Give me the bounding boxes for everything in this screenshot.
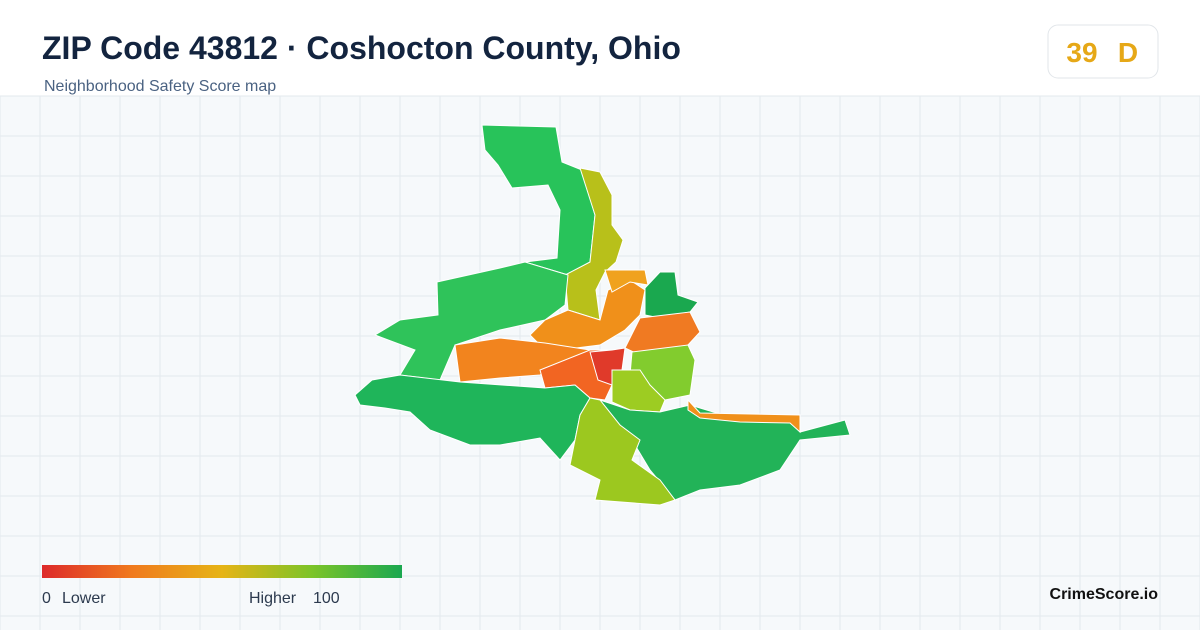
legend-max: 100	[313, 590, 340, 607]
score-badge	[1047, 24, 1159, 79]
legend-min-label: Lower	[62, 590, 106, 607]
region	[564, 167, 624, 321]
region	[598, 398, 851, 501]
brand: CrimeScore.io	[1050, 586, 1159, 603]
header-bg	[0, 0, 1200, 96]
region	[611, 369, 666, 413]
legend-max-label: Higher	[249, 590, 297, 607]
region	[644, 271, 699, 319]
score-value: 39	[1066, 37, 1097, 68]
legend-bar	[42, 565, 402, 578]
grid	[0, 95, 1200, 630]
region	[529, 279, 646, 351]
region	[687, 398, 801, 434]
subtitle: Neighborhood Safety Score map	[44, 78, 276, 95]
title: ZIP Code 43812 · Coshocton County, Ohio	[42, 30, 681, 66]
score-grade: D	[1118, 37, 1138, 68]
legend-min: 0	[42, 590, 51, 607]
region	[604, 269, 649, 293]
region	[569, 397, 676, 506]
region	[354, 374, 591, 461]
zip-map	[354, 124, 851, 506]
